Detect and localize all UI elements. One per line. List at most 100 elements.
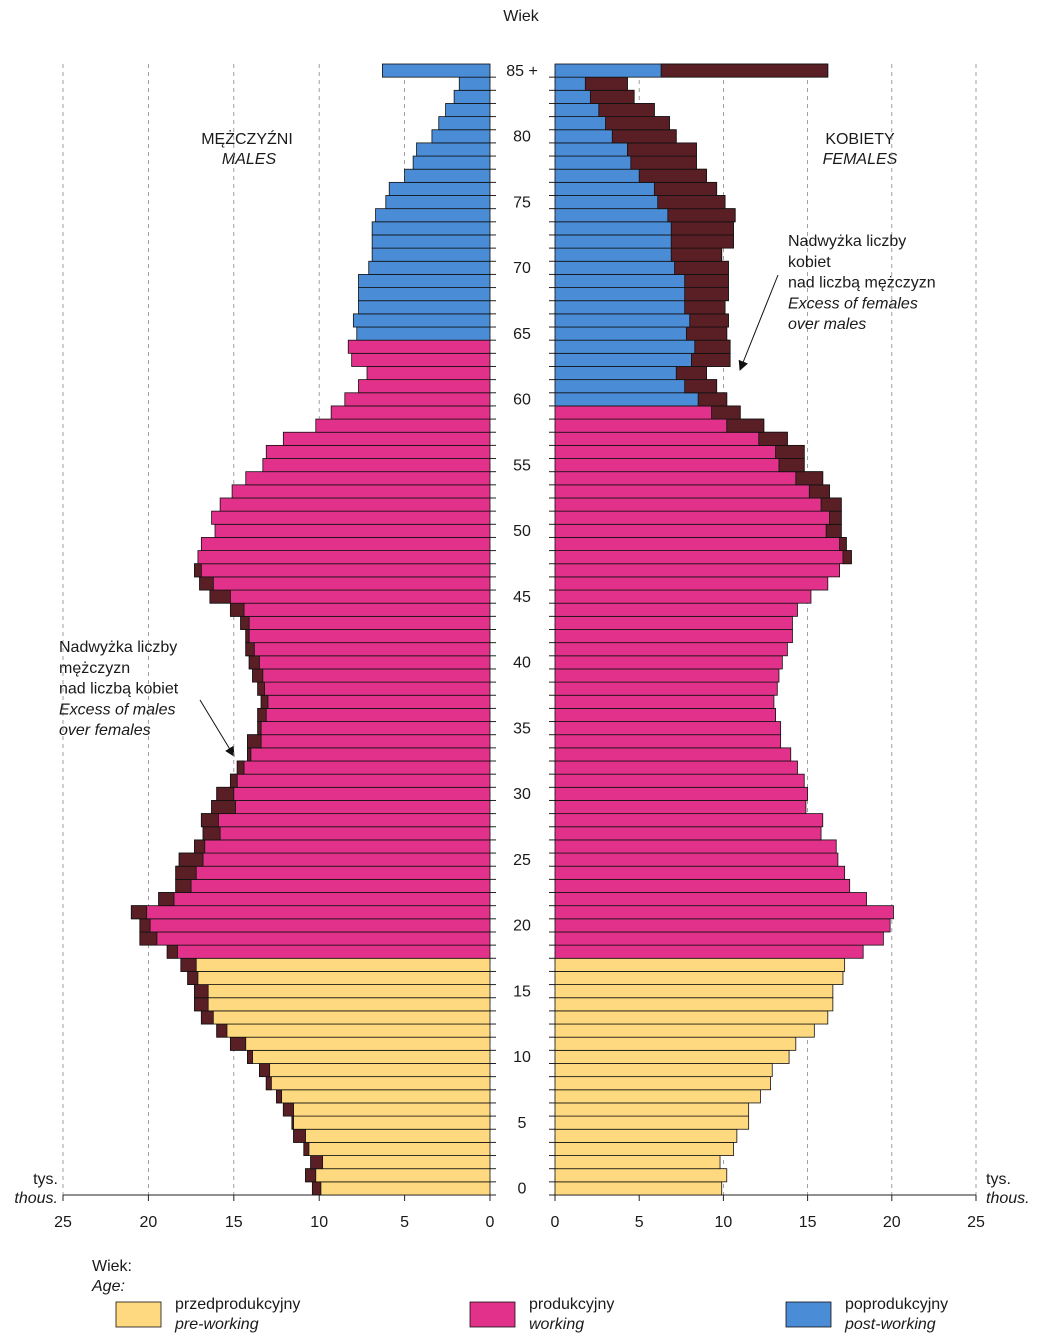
- bar: [554, 576, 829, 591]
- excess-bar: [820, 497, 842, 512]
- bar: [358, 287, 491, 302]
- excess-bar: [139, 931, 158, 946]
- excess-bar: [276, 1089, 283, 1104]
- males-label: MĘŻCZYŹNI: [201, 129, 293, 148]
- excess-bar: [180, 957, 197, 972]
- bar: [194, 563, 491, 578]
- excess-bar: [178, 852, 204, 867]
- excess-bar: [229, 602, 245, 617]
- annotation: nad liczbą mężczyzn: [788, 275, 936, 292]
- bar: [554, 786, 809, 801]
- bar: [554, 681, 778, 696]
- excess-bar: [291, 1115, 294, 1130]
- bar: [554, 1128, 738, 1143]
- bar: [305, 1168, 491, 1183]
- bar: [310, 1155, 491, 1170]
- bar: [180, 957, 491, 972]
- males-label-en: MALES: [222, 151, 277, 168]
- unit-left: tys.: [33, 1171, 58, 1188]
- excess-bar: [684, 379, 718, 394]
- bar: [404, 168, 491, 183]
- bar: [554, 1023, 815, 1038]
- age-label: 30: [513, 786, 531, 803]
- bar: [554, 865, 846, 880]
- bar: [139, 918, 491, 933]
- excess-bar: [660, 63, 829, 78]
- age-label: 45: [513, 589, 531, 606]
- legend-swatch: [469, 1301, 516, 1328]
- bar: [554, 826, 822, 841]
- bar: [260, 694, 491, 709]
- bar: [248, 655, 491, 670]
- chart-title: Wiek: [503, 8, 540, 25]
- bar: [209, 589, 491, 604]
- excess-bar: [310, 1155, 324, 1170]
- bar: [130, 905, 491, 920]
- annotation: nad liczbą kobiet: [59, 681, 179, 698]
- bar: [257, 681, 491, 696]
- excess-bar: [670, 234, 734, 249]
- bar: [366, 366, 491, 381]
- bar: [257, 721, 491, 736]
- bar: [554, 747, 792, 762]
- age-label: 65: [513, 326, 531, 343]
- excess-bar: [611, 129, 677, 144]
- excess-bar: [257, 681, 265, 696]
- bar: [554, 1049, 790, 1064]
- excess-bar: [795, 471, 824, 486]
- bar: [352, 313, 491, 328]
- bar: [276, 1089, 491, 1104]
- bar: [291, 1115, 491, 1130]
- x-tick-label: 25: [54, 1214, 72, 1231]
- bar: [371, 234, 491, 249]
- excess-bar: [252, 668, 264, 683]
- bar: [381, 63, 491, 78]
- age-label: 20: [513, 918, 531, 935]
- bar: [247, 1049, 491, 1064]
- excess-bar: [257, 721, 262, 736]
- bar: [458, 76, 491, 91]
- excess-bar: [674, 260, 729, 275]
- excess-bar: [247, 1049, 253, 1064]
- bar: [211, 800, 491, 815]
- legend-title: Wiek:: [92, 1258, 132, 1275]
- bar: [178, 852, 491, 867]
- excess-bar: [697, 392, 728, 407]
- bar: [293, 1128, 491, 1143]
- legend-title-en: Age:: [91, 1278, 125, 1295]
- excess-bar: [839, 537, 847, 551]
- bar: [554, 918, 891, 933]
- excess-bar: [653, 181, 718, 196]
- bar: [554, 957, 846, 972]
- bar: [554, 1141, 734, 1156]
- excess-bar: [694, 339, 731, 354]
- age-label: 60: [513, 392, 531, 409]
- annotation-arrow: [738, 274, 779, 371]
- excess-bar: [685, 326, 728, 341]
- bar: [554, 1181, 723, 1196]
- legend-label: produkcyjny: [529, 1296, 614, 1313]
- bar: [554, 537, 847, 551]
- excess-bar: [194, 997, 209, 1012]
- excess-bar: [259, 1063, 271, 1078]
- excess-bar: [829, 510, 842, 525]
- bar: [347, 339, 491, 354]
- bar: [554, 708, 777, 722]
- excess-bar: [630, 155, 697, 170]
- bar: [388, 181, 491, 196]
- excess-bar: [166, 944, 178, 959]
- excess-bar: [245, 642, 255, 657]
- x-tick-label: 15: [799, 1214, 817, 1231]
- excess-bar: [194, 563, 202, 578]
- excess-bar: [247, 734, 262, 749]
- excess-bar: [675, 366, 707, 381]
- bar: [229, 1036, 491, 1051]
- excess-bar: [194, 984, 209, 999]
- excess-bar: [584, 76, 628, 91]
- bar: [554, 523, 842, 538]
- bar: [453, 89, 491, 104]
- excess-bar: [775, 444, 805, 459]
- bar: [431, 129, 491, 144]
- excess-bar: [245, 629, 250, 644]
- excess-bar: [638, 168, 707, 183]
